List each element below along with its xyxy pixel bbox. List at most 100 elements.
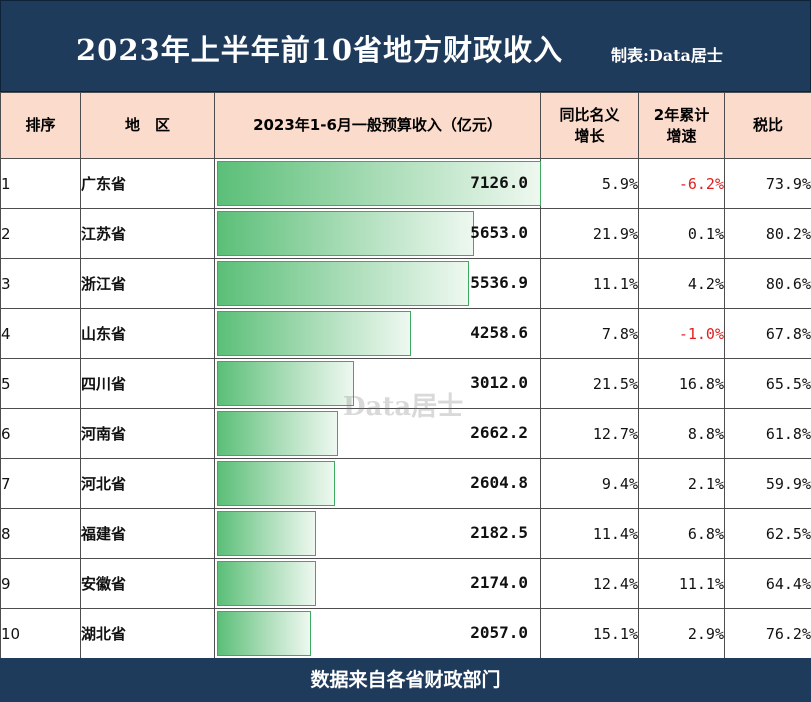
two-year-growth-cell: 0.1% [638,208,725,259]
revenue-table: 排序 地 区 2023年1-6月一般预算收入（亿元） 同比名义增长 2年累计增速… [0,92,811,659]
revenue-cell: 2057.0 [214,608,541,659]
region-cell: 江苏省 [80,208,215,259]
table-row: 8 福建省 2182.5 11.4% 6.8% 62.5% [0,508,811,559]
revenue-value-label: 2662.2 [470,423,528,442]
two-year-growth-cell: 2.9% [638,608,725,659]
tax-ratio-cell: 73.9% [724,158,811,209]
revenue-bar [217,511,316,556]
revenue-cell: 3012.0 [214,358,541,409]
rank-cell: 1 [0,158,81,209]
rank-cell: 4 [0,308,81,359]
two-year-growth-cell: 4.2% [638,258,725,309]
table-row: 4 山东省 4258.6 7.8% -1.0% 67.8% [0,308,811,359]
tax-ratio-cell: 64.4% [724,558,811,609]
revenue-value-label: 5653.0 [470,223,528,242]
yoy-growth-cell: 15.1% [540,608,639,659]
revenue-value-label: 3012.0 [470,373,528,392]
two-year-growth-cell: 2.1% [638,458,725,509]
page-title: 2023年上半年前10省地方财政收入 [76,33,564,67]
yoy-growth-cell: 11.1% [540,258,639,309]
table-row: 9 安徽省 2174.0 12.4% 11.1% 64.4% [0,558,811,609]
yoy-growth-cell: 21.9% [540,208,639,259]
tax-ratio-cell: 59.9% [724,458,811,509]
rank-cell: 10 [0,608,81,659]
two-year-growth-cell: 6.8% [638,508,725,559]
revenue-value-label: 5536.9 [470,273,528,292]
column-header-yoy: 同比名义 增长 [540,92,639,159]
two-year-growth-cell: 8.8% [638,408,725,459]
table-row: 7 河北省 2604.8 9.4% 2.1% 59.9% [0,458,811,509]
revenue-value-label: 4258.6 [470,323,528,342]
tax-ratio-cell: 67.8% [724,308,811,359]
revenue-value-label: 2182.5 [470,523,528,542]
table-body: 1 广东省 7126.0 5.9% -6.2% 73.9% 2 江苏省 5653.0 21.9% 0… [0,158,811,659]
yoy-growth-cell: 12.7% [540,408,639,459]
column-header-tax-ratio: 税比 [724,92,811,159]
region-cell: 河南省 [80,408,215,459]
table-row: 3 浙江省 5536.9 11.1% 4.2% 80.6% [0,258,811,309]
tax-ratio-cell: 65.5% [724,358,811,409]
revenue-bar [217,561,316,606]
rank-cell: 8 [0,508,81,559]
table-row: 10 湖北省 2057.0 15.1% 2.9% 76.2% [0,608,811,659]
column-header-yoy-line2: 增长 [574,126,605,145]
table-row: 1 广东省 7126.0 5.9% -6.2% 73.9% [0,158,811,209]
revenue-cell: 4258.6 [214,308,541,359]
region-cell: 山东省 [80,308,215,359]
revenue-bar [217,161,541,206]
two-year-growth-cell: -1.0% [638,308,725,359]
yoy-growth-cell: 21.5% [540,358,639,409]
revenue-bar [217,461,335,506]
yoy-growth-cell: 11.4% [540,508,639,559]
revenue-bar [217,211,474,256]
region-cell: 湖北省 [80,608,215,659]
rank-cell: 6 [0,408,81,459]
column-header-region: 地 区 [80,92,215,159]
region-cell: 浙江省 [80,258,215,309]
revenue-bar [217,411,338,456]
revenue-bar [217,611,311,656]
region-cell: 四川省 [80,358,215,409]
region-cell: 安徽省 [80,558,215,609]
yoy-growth-cell: 5.9% [540,158,639,209]
tax-ratio-cell: 61.8% [724,408,811,459]
region-cell: 广东省 [80,158,215,209]
revenue-bar [217,261,469,306]
revenue-cell: 5536.9 [214,258,541,309]
table-row: 6 河南省 2662.2 12.7% 8.8% 61.8% [0,408,811,459]
tax-ratio-cell: 80.6% [724,258,811,309]
revenue-bar [217,361,354,406]
rank-cell: 5 [0,358,81,409]
tax-ratio-cell: 76.2% [724,608,811,659]
region-cell: 河北省 [80,458,215,509]
revenue-value-label: 2174.0 [470,573,528,592]
two-year-growth-cell: 16.8% [638,358,725,409]
yoy-growth-cell: 7.8% [540,308,639,359]
column-header-two-year-line2: 增速 [666,126,697,145]
revenue-cell: 2182.5 [214,508,541,559]
revenue-cell: 2174.0 [214,558,541,609]
revenue-value-label: 2057.0 [470,623,528,642]
column-header-row: 排序 地 区 2023年1-6月一般预算收入（亿元） 同比名义增长 2年累计增速… [0,92,811,159]
title-banner: 2023年上半年前10省地方财政收入 制表:Data居士 [0,0,811,92]
source-note: 数据来自各省财政部门 [310,669,501,691]
rank-cell: 2 [0,208,81,259]
revenue-cell: 2604.8 [214,458,541,509]
revenue-value-label: 2604.8 [470,473,528,492]
column-header-revenue: 2023年1-6月一般预算收入（亿元） [214,92,541,159]
column-header-yoy-line1: 同比名义 [559,105,620,124]
column-header-two-year: 2年累计增速 [638,92,725,159]
tax-ratio-cell: 62.5% [724,508,811,559]
revenue-value-label: 7126.0 [470,173,528,192]
tax-ratio-cell: 80.2% [724,208,811,259]
table-row: 5 四川省 3012.0 21.5% 16.8% 65.5% [0,358,811,409]
table-row: 2 江苏省 5653.0 21.9% 0.1% 80.2% [0,208,811,259]
rank-cell: 9 [0,558,81,609]
column-header-two-year-line1: 2年累计 [653,105,710,124]
two-year-growth-cell: -6.2% [638,158,725,209]
source-footer: 数据来自各省财政部门 [0,658,811,702]
column-header-rank: 排序 [0,92,81,159]
rank-cell: 3 [0,258,81,309]
yoy-growth-cell: 12.4% [540,558,639,609]
revenue-cell: 5653.0 [214,208,541,259]
